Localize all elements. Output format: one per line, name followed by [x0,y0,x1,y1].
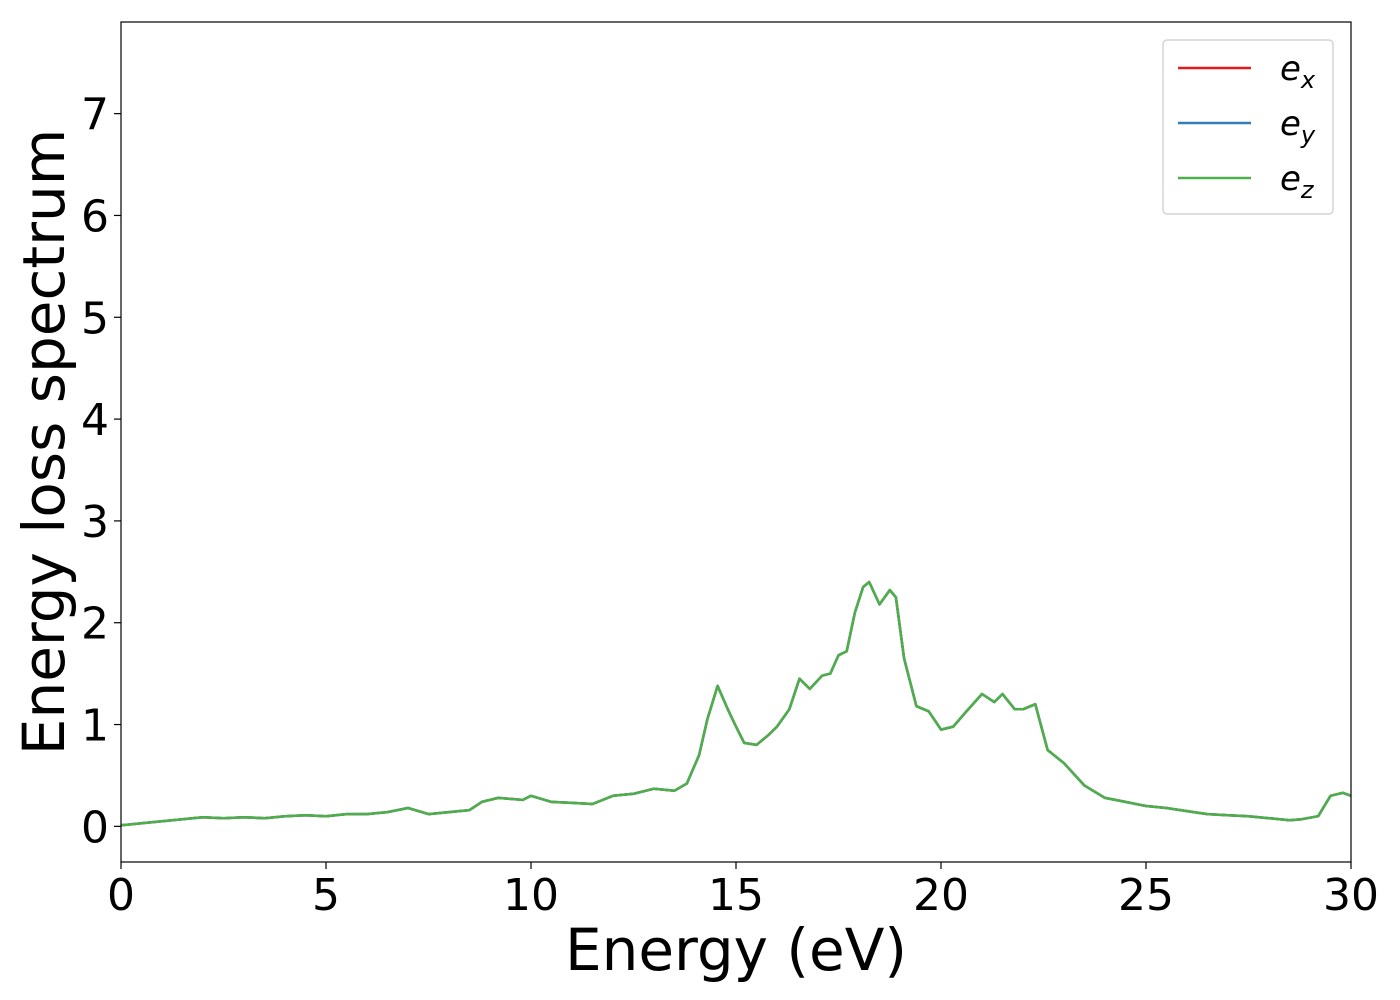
y-tick-label: 7 [81,90,109,141]
series-line-ex [120,580,1352,827]
y-tick-label: 6 [81,191,109,242]
legend-label-ez: ez [1280,159,1315,204]
y-axis-title: Energy loss spectrum [10,129,78,755]
y-tick-label: 1 [81,701,109,752]
ticks-layer: 0 5 10 15 20 25 30 0 1 2 3 4 5 6 7 [81,90,1379,921]
x-tick-label: 30 [1323,870,1379,921]
x-axis-title: Energy (eV) [565,916,907,984]
legend-box [1162,39,1334,215]
x-tick-label: 15 [708,870,764,921]
legend-label-ex: ex [1280,49,1316,94]
y-tick-label: 4 [81,395,109,446]
x-tick-label: 10 [503,870,559,921]
y-tick-label: 2 [81,599,109,650]
x-tick-label: 20 [913,870,969,921]
y-tick-label: 5 [81,293,109,344]
y-tick-label: 0 [81,802,109,853]
series-layer [120,580,1352,827]
x-tick-label: 0 [107,870,135,921]
series-line-ey [120,580,1352,827]
legend: ex ey ez [1162,39,1334,215]
x-tick-label: 25 [1118,870,1174,921]
x-tick-label: 5 [312,870,340,921]
legend-label-ey: ey [1280,104,1316,149]
y-tick-label: 3 [81,497,109,548]
series-line-ez [120,580,1352,827]
